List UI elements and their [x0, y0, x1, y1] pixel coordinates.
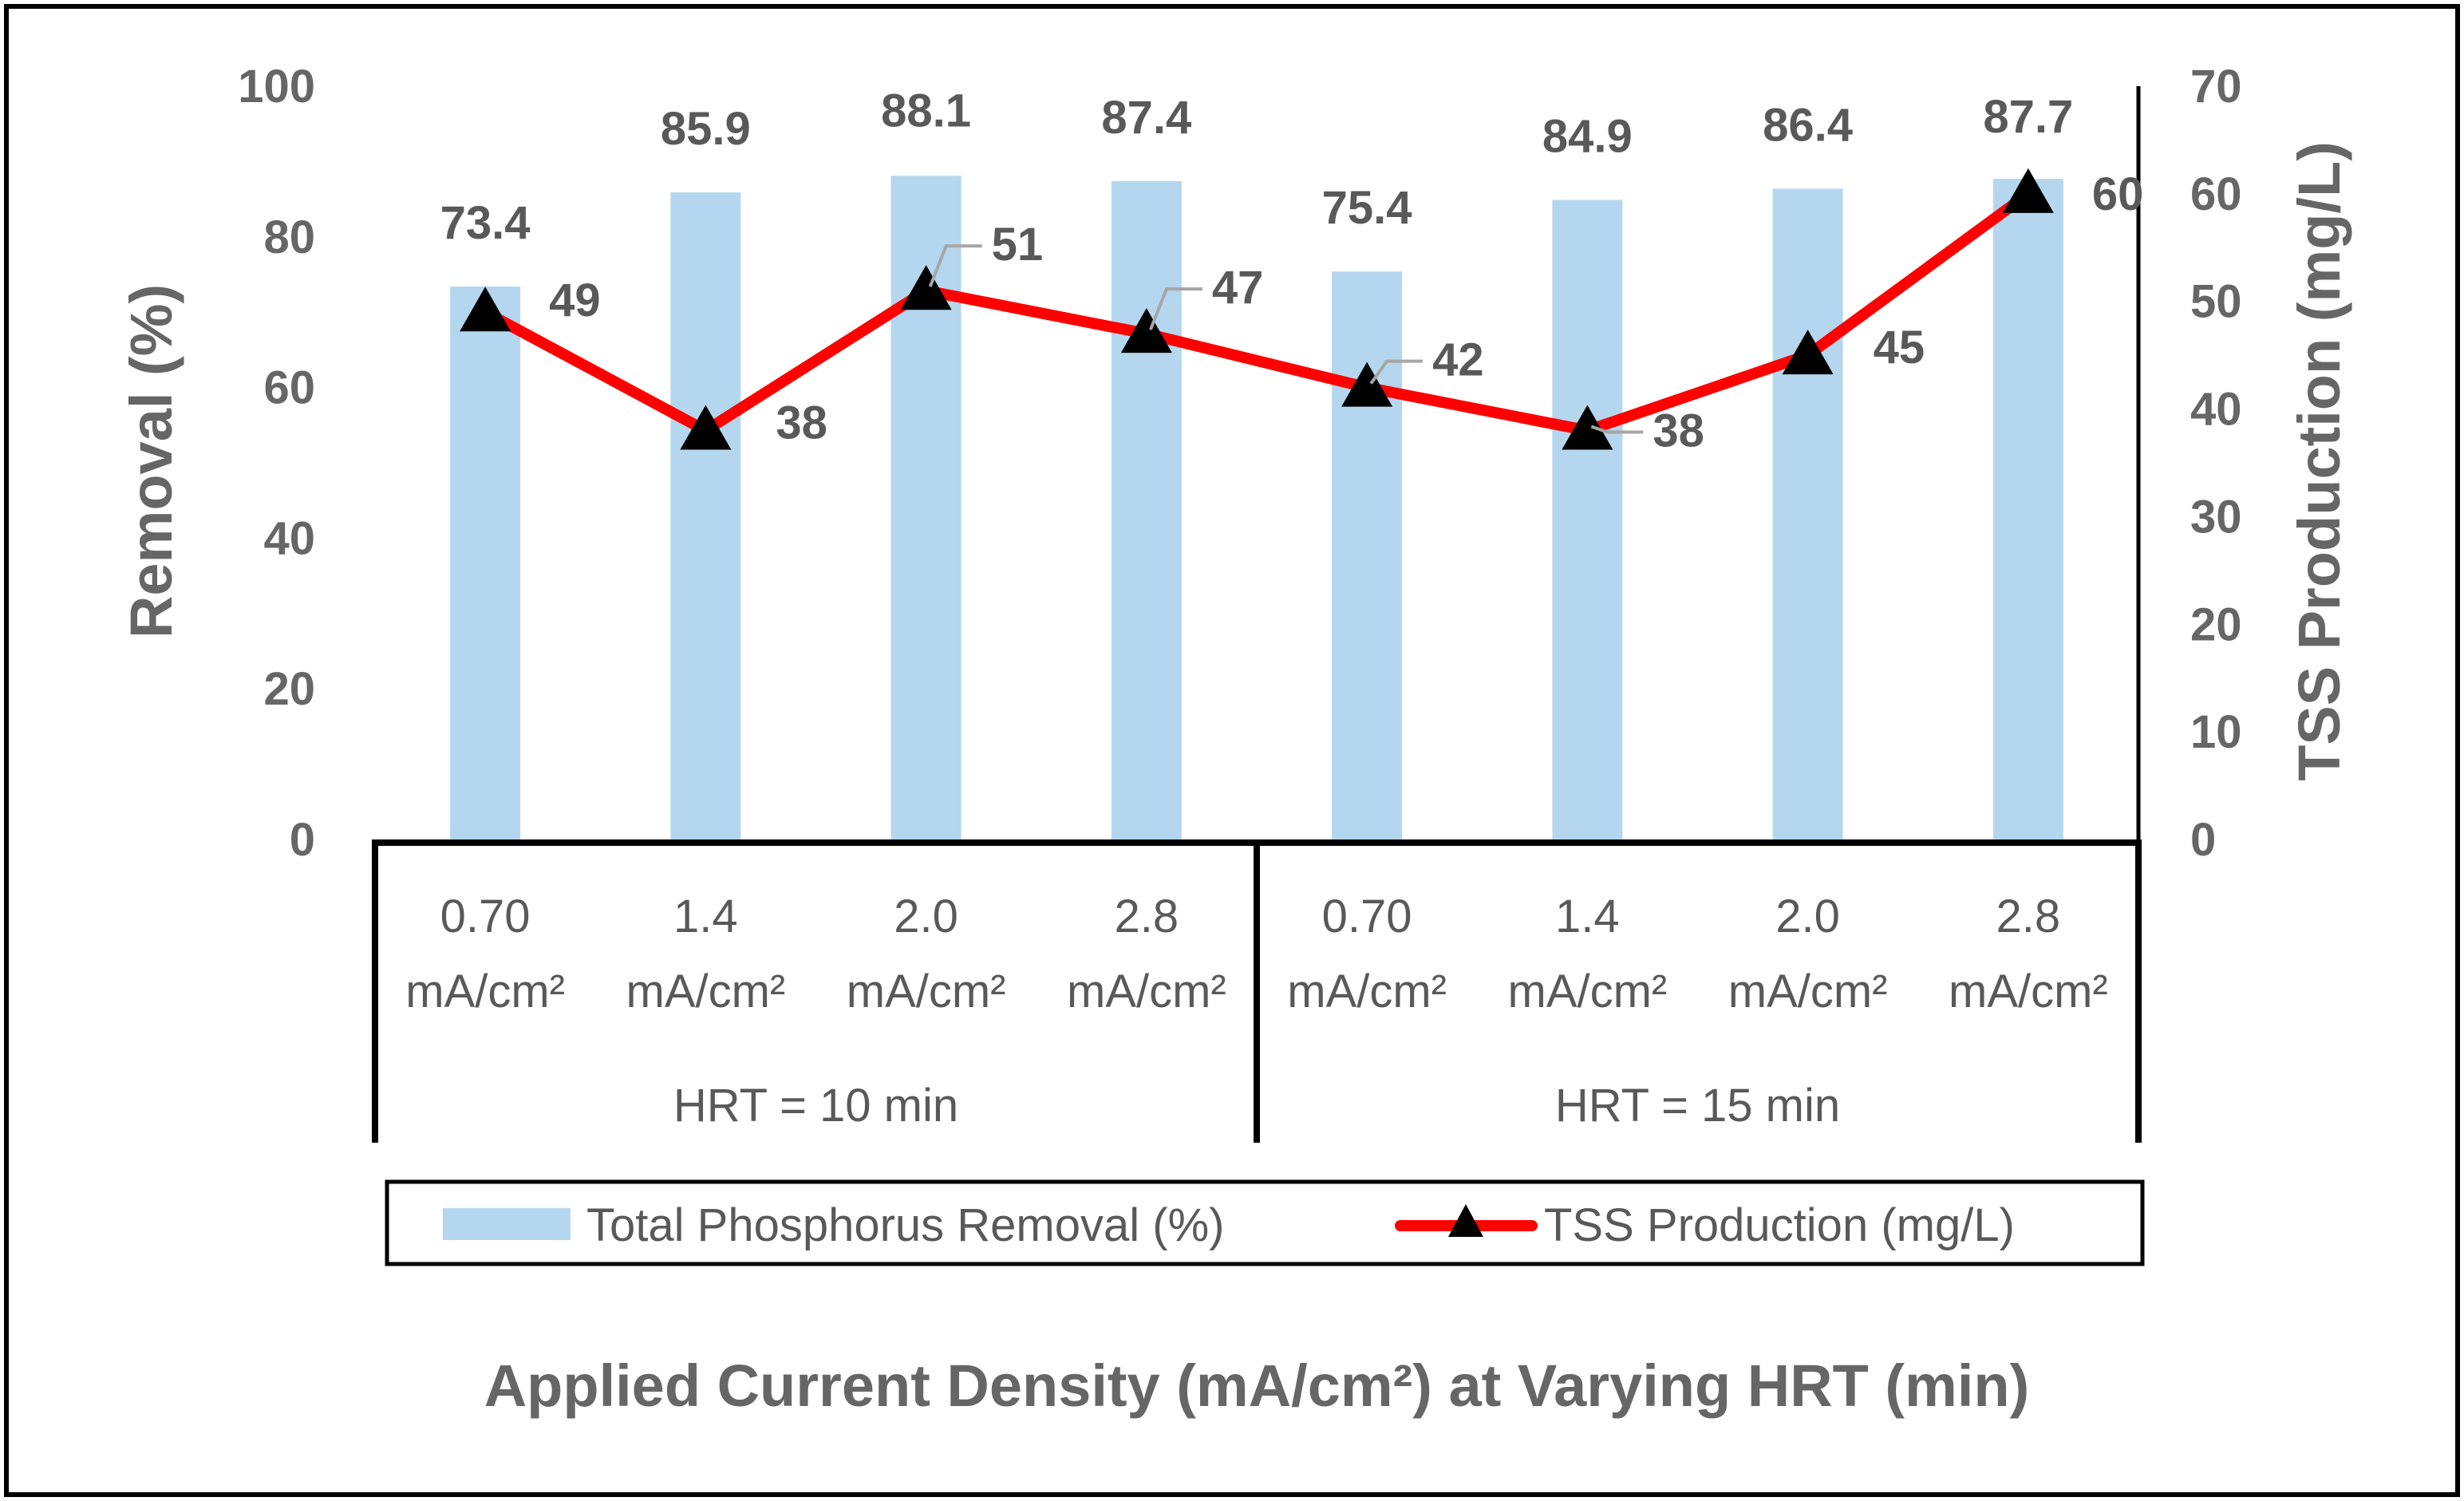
line-point: [1562, 405, 1613, 450]
legend-box: [385, 1179, 2145, 1266]
y-tick-label: 40: [263, 512, 315, 564]
bar-series: [450, 176, 2063, 840]
y2-tick-label: 60: [2190, 168, 2242, 220]
line-data-label: 51: [992, 219, 1044, 271]
y-axis-left: 0 20 40 60 80 100: [238, 61, 315, 866]
x-tick-value: 2.0: [894, 891, 958, 942]
bar-data-label: 87.4: [1101, 92, 1191, 144]
x-tick-value: 1.4: [673, 891, 738, 942]
legend-triangle-icon: [1448, 1204, 1483, 1237]
line-data-label: 45: [1874, 322, 1925, 373]
line-data-label: 38: [1653, 405, 1704, 457]
y-tick-label: 20: [263, 663, 315, 715]
x-tick-value: 0.70: [440, 891, 531, 942]
x-tick-unit: mA/cm²: [1949, 966, 2108, 1017]
legend: Total Phosphorus Removal (%) TSS Product…: [385, 1179, 2145, 1266]
y-tick-label: 0: [290, 814, 315, 866]
line-point: [1120, 308, 1172, 354]
bar: [670, 192, 741, 839]
chart-frame: [4, 4, 2460, 1497]
x-group-label: HRT = 15 min: [1555, 1080, 1840, 1132]
y2-axis-title: TSS Production (mg/L): [2286, 141, 2352, 781]
line-point: [2002, 168, 2054, 213]
x-tick-unit: mA/cm²: [405, 966, 565, 1017]
x-tick-unit: mA/cm²: [847, 966, 1006, 1017]
label-leader-line: [1590, 425, 1644, 434]
line-point: [460, 286, 511, 332]
bar: [1772, 188, 1843, 839]
bar-data-label: 88.1: [881, 85, 971, 136]
bar-data-label: 75.4: [1322, 182, 1412, 234]
x-tick-value: 2.8: [1996, 891, 2061, 942]
y2-tick-label: 0: [2190, 814, 2216, 866]
bar: [1111, 180, 1182, 840]
line-data-label: 42: [1432, 334, 1484, 386]
y2-tick-label: 10: [2190, 706, 2242, 758]
label-leader-line: [1369, 359, 1424, 385]
bar: [1992, 179, 2063, 839]
y2-tick-label: 30: [2190, 491, 2242, 543]
y2-tick-label: 50: [2190, 276, 2242, 328]
label-leader-line: [928, 244, 982, 287]
bar-data-label: 86.4: [1763, 99, 1853, 151]
y-tick-label: 60: [263, 362, 315, 414]
line-series: [460, 168, 2054, 450]
bar: [1332, 271, 1403, 839]
line-point: [1782, 330, 1834, 375]
line-data-label: 60: [2092, 168, 2144, 220]
legend-label-line: TSS Production (mg/L): [1544, 1199, 2015, 1251]
bar-data-label: 87.7: [1983, 91, 2073, 143]
x-group-label: HRT = 10 min: [673, 1080, 958, 1132]
x-tick-unit: mA/cm²: [1508, 966, 1668, 1017]
x-tick-unit: mA/cm²: [626, 966, 786, 1017]
y-axis-title: Removal (%): [118, 284, 184, 638]
y-tick-label: 80: [263, 211, 315, 263]
x-tick-value: 2.8: [1115, 891, 1179, 942]
bar-data-label: 73.4: [440, 197, 531, 249]
x-tick-value: 0.70: [1322, 891, 1412, 942]
line-point: [680, 405, 732, 450]
legend-swatch-bars: [443, 1208, 571, 1240]
x-axis: 0.70 mA/cm² 1.4 mA/cm² 2.0 mA/cm² 2.8 mA/cm² 0.7…: [372, 839, 2142, 1143]
bar-data-label: 85.9: [661, 103, 751, 155]
line-data-label: 38: [776, 397, 827, 449]
line-point: [900, 265, 952, 310]
line-data-label: 49: [549, 275, 601, 326]
x-tick-unit: mA/cm²: [1728, 966, 1888, 1017]
y-tick-label: 100: [238, 61, 315, 113]
x-tick-value: 1.4: [1555, 891, 1620, 942]
label-leader-line: [1149, 287, 1202, 330]
series-line: [480, 188, 2034, 436]
x-axis-title: Applied Current Density (mA/cm²) at Vary…: [484, 1353, 2030, 1419]
x-tick-unit: mA/cm²: [1287, 966, 1447, 1017]
data-labels: 73.4 85.9 88.1 87.4 75.4 84.9 86.4 87.7 49 38 51 47…: [440, 85, 2144, 456]
bar: [450, 286, 521, 839]
x-tick-value: 2.0: [1775, 891, 1840, 942]
y2-tick-label: 70: [2190, 61, 2242, 113]
x-tick-unit: mA/cm²: [1067, 966, 1226, 1017]
line-point: [1341, 361, 1393, 407]
y-axis-right: 0 10 20 30 40 50 60 70: [2136, 61, 2242, 866]
line-data-label: 47: [1212, 262, 1264, 314]
bar-data-label: 84.9: [1542, 111, 1633, 163]
bar: [1552, 199, 1623, 839]
legend-label-bars: Total Phosphorus Removal (%): [586, 1199, 1224, 1251]
y2-tick-label: 20: [2190, 598, 2242, 650]
y2-tick-label: 40: [2190, 384, 2242, 436]
